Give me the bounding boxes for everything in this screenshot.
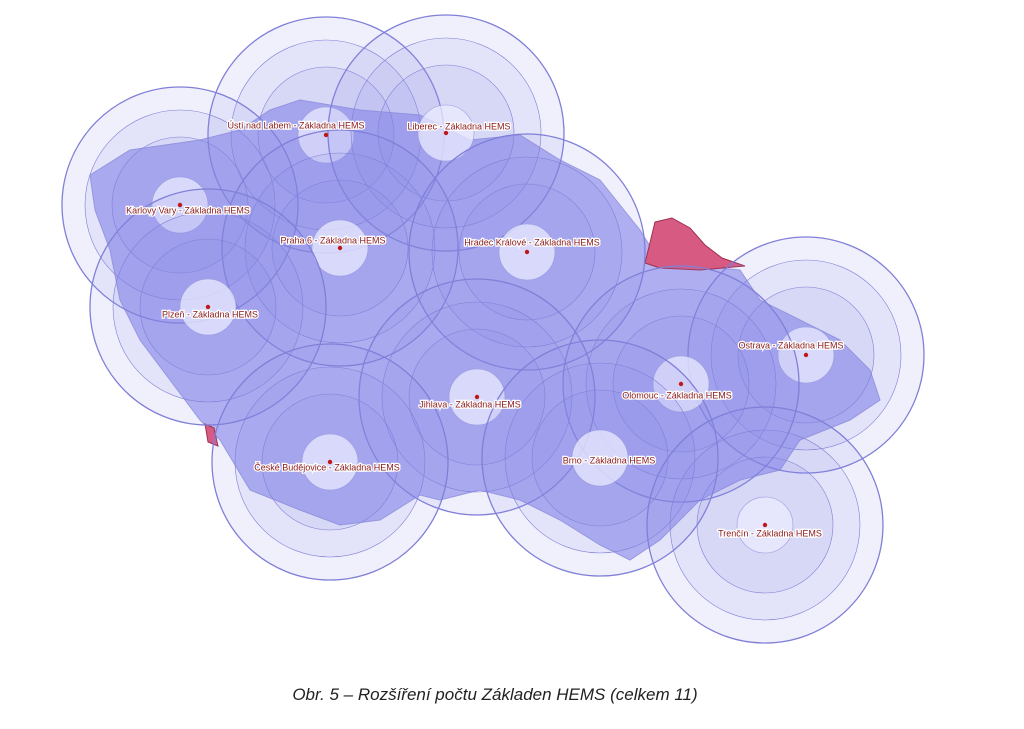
base-dot bbox=[327, 459, 333, 465]
base-label: Olomouc - Základna HEMS bbox=[622, 390, 732, 400]
base-dot bbox=[678, 381, 684, 387]
base-dot bbox=[597, 455, 603, 461]
base-labels: Ústí nad Labem - Základna HEMS Liberec - … bbox=[125, 119, 845, 540]
base-label: Ostrava - Základna HEMS bbox=[738, 340, 843, 350]
base-dot bbox=[803, 352, 809, 358]
uncovered-area bbox=[644, 217, 746, 271]
base-label: Liberec - Základna HEMS bbox=[407, 121, 510, 131]
uncovered-area bbox=[204, 423, 219, 447]
base-label: Plzeň - Základna HEMS bbox=[162, 309, 258, 319]
caption: Obr. 5 – Rozšíření počtu Základen HEMS (… bbox=[292, 685, 697, 704]
base-label: Karlovy Vary - Základna HEMS bbox=[126, 205, 250, 215]
base-dot bbox=[762, 522, 768, 528]
base-label: Ústí nad Labem - Základna HEMS bbox=[227, 120, 364, 130]
base-label: Trenčín - Základna HEMS bbox=[718, 528, 822, 538]
base-dot bbox=[474, 394, 480, 400]
base-label: České Budějovice - Základna HEMS bbox=[254, 462, 400, 472]
base-dot bbox=[443, 130, 449, 136]
base-label: Praha 6 - Základna HEMS bbox=[280, 235, 385, 245]
base-label: Hradec Králové - Základna HEMS bbox=[464, 237, 600, 247]
base-dot bbox=[177, 202, 183, 208]
base-dot bbox=[524, 249, 530, 255]
base-dot bbox=[323, 132, 329, 138]
base-dot bbox=[205, 304, 211, 310]
base-label: Jihlava - Základna HEMS bbox=[419, 399, 521, 409]
base-dot bbox=[337, 245, 343, 251]
coverage-rings bbox=[61, 14, 925, 644]
base-label: Brno - Základna HEMS bbox=[563, 455, 656, 465]
